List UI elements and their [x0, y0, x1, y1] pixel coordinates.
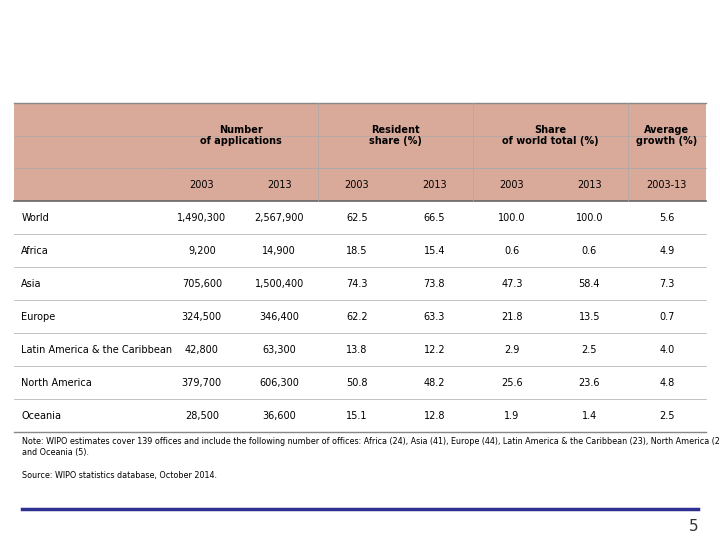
Text: 1.9: 1.9	[504, 410, 519, 421]
Text: 0.6: 0.6	[582, 246, 597, 256]
Text: 4.8: 4.8	[660, 377, 675, 388]
Text: 2003: 2003	[344, 180, 369, 190]
Text: 1,490,300: 1,490,300	[177, 213, 226, 223]
Text: 58.4: 58.4	[579, 279, 600, 289]
Text: 13.8: 13.8	[346, 345, 367, 355]
Text: 4.9: 4.9	[660, 246, 675, 256]
Text: 2003: 2003	[189, 180, 214, 190]
Text: 2.5: 2.5	[582, 345, 597, 355]
Text: 66.5: 66.5	[423, 213, 445, 223]
Text: 50.8: 50.8	[346, 377, 367, 388]
Text: 2.9: 2.9	[504, 345, 520, 355]
Text: 14,900: 14,900	[262, 246, 296, 256]
Text: 5.6: 5.6	[659, 213, 675, 223]
Text: Latin America & the Caribbean: Latin America & the Caribbean	[22, 345, 172, 355]
Text: 2,567,900: 2,567,900	[255, 213, 304, 223]
Text: 42,800: 42,800	[185, 345, 219, 355]
Text: 9,200: 9,200	[188, 246, 215, 256]
Text: 28,500: 28,500	[185, 410, 219, 421]
Text: 25.6: 25.6	[501, 377, 523, 388]
Text: 13.5: 13.5	[579, 312, 600, 322]
Text: 100.0: 100.0	[575, 213, 603, 223]
Text: 379,700: 379,700	[181, 377, 222, 388]
Text: 2013: 2013	[267, 180, 292, 190]
Text: Europe: Europe	[22, 312, 55, 322]
Text: 100.0: 100.0	[498, 213, 526, 223]
Text: 4.0: 4.0	[660, 345, 675, 355]
Text: 62.5: 62.5	[346, 213, 368, 223]
Text: 62.2: 62.2	[346, 312, 368, 322]
Text: 606,300: 606,300	[259, 377, 300, 388]
Text: World: World	[22, 213, 49, 223]
Text: 2013: 2013	[577, 180, 602, 190]
Text: 7.3: 7.3	[659, 279, 675, 289]
Text: Average
growth (%): Average growth (%)	[636, 125, 698, 146]
Text: 12.8: 12.8	[423, 410, 445, 421]
Text: 23.6: 23.6	[579, 377, 600, 388]
Text: 2003: 2003	[500, 180, 524, 190]
Text: 12.2: 12.2	[423, 345, 445, 355]
Text: Oceania: Oceania	[22, 410, 61, 421]
Text: Asia: Asia	[22, 279, 42, 289]
Text: 15.4: 15.4	[423, 246, 445, 256]
Text: 21.8: 21.8	[501, 312, 523, 322]
Text: Knowledge Generation: Patent Applications Per region: Knowledge Generation: Patent Application…	[130, 60, 590, 77]
Text: Introduction: Introduction	[276, 14, 444, 38]
Text: Share
of world total (%): Share of world total (%)	[503, 125, 599, 146]
Text: 63.3: 63.3	[423, 312, 445, 322]
Text: 346,400: 346,400	[259, 312, 300, 322]
Text: 324,500: 324,500	[181, 312, 222, 322]
Text: Africa: Africa	[22, 246, 49, 256]
Text: 2013: 2013	[422, 180, 446, 190]
Text: 47.3: 47.3	[501, 279, 523, 289]
Text: North America: North America	[22, 377, 92, 388]
Text: 2003-13: 2003-13	[647, 180, 687, 190]
Text: 5: 5	[689, 518, 698, 534]
Text: Resident
share (%): Resident share (%)	[369, 125, 422, 146]
Text: 73.8: 73.8	[423, 279, 445, 289]
Text: 15.1: 15.1	[346, 410, 367, 421]
Text: 2.5: 2.5	[659, 410, 675, 421]
Text: Note: WIPO estimates cover 139 offices and include the following number of offic: Note: WIPO estimates cover 139 offices a…	[22, 437, 720, 457]
Text: 0.7: 0.7	[659, 312, 675, 322]
Text: Source: WIPO statistics database, October 2014.: Source: WIPO statistics database, Octobe…	[22, 471, 217, 480]
Text: 18.5: 18.5	[346, 246, 367, 256]
Text: 36,600: 36,600	[262, 410, 296, 421]
Text: 48.2: 48.2	[423, 377, 445, 388]
Text: 705,600: 705,600	[181, 279, 222, 289]
Text: 1.4: 1.4	[582, 410, 597, 421]
Text: 63,300: 63,300	[262, 345, 296, 355]
Bar	[14, 103, 706, 201]
Text: 0.6: 0.6	[504, 246, 519, 256]
Text: 74.3: 74.3	[346, 279, 367, 289]
Text: 1,500,400: 1,500,400	[255, 279, 304, 289]
Text: Number
of applications: Number of applications	[199, 125, 282, 146]
